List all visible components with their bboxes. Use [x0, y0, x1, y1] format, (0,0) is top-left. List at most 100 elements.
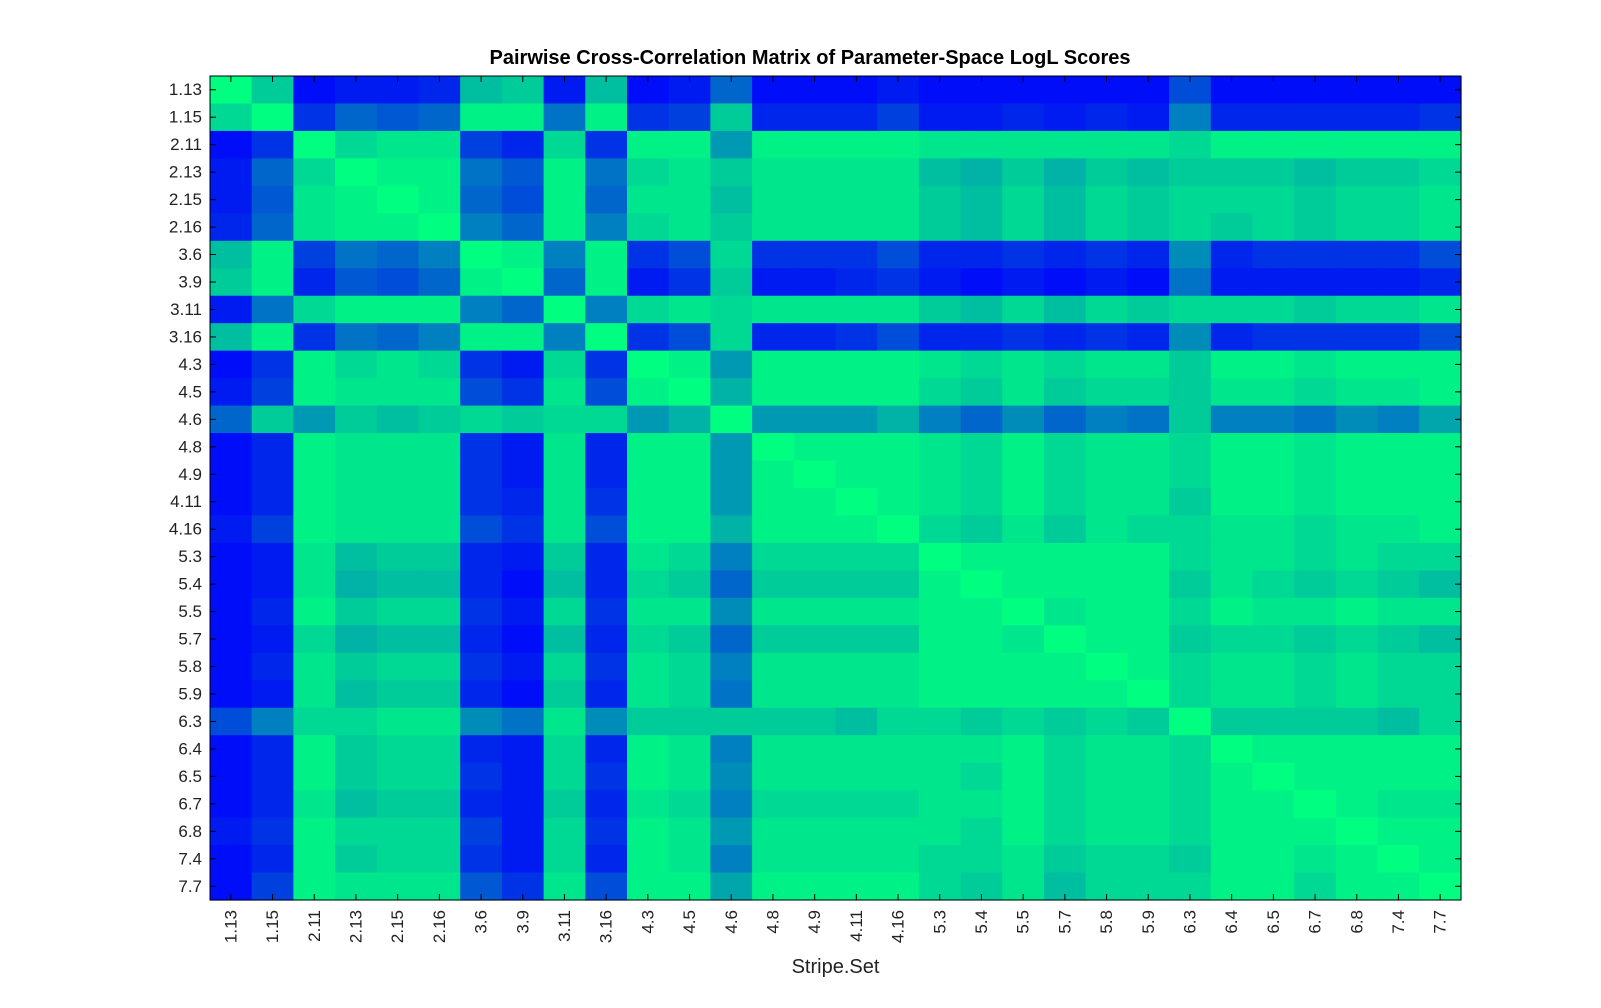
heatmap-cell: [1252, 625, 1295, 654]
heatmap-cell: [460, 185, 503, 214]
heatmap-cell: [877, 735, 920, 764]
heatmap-cell: [627, 103, 670, 132]
heatmap-cell: [251, 405, 294, 434]
heatmap-cell: [793, 378, 837, 407]
heatmap-cell: [1252, 762, 1295, 791]
heatmap-cell: [1127, 295, 1170, 324]
heatmap-cell: [1210, 845, 1254, 874]
heatmap-cell: [543, 295, 586, 324]
heatmap-cell: [251, 735, 294, 764]
heatmap-cell: [376, 680, 420, 709]
heatmap-cell: [501, 350, 545, 379]
heatmap-cell: [627, 845, 670, 874]
heatmap-cell: [1335, 460, 1379, 489]
heatmap-cell: [1127, 707, 1170, 736]
heatmap-cell: [710, 845, 753, 874]
heatmap-cell: [793, 515, 837, 544]
heatmap-cell: [335, 433, 378, 462]
heatmap-cell: [1127, 213, 1170, 242]
heatmap-cell: [1252, 185, 1295, 214]
heatmap-cell: [585, 625, 628, 654]
heatmap-cell: [418, 625, 461, 654]
heatmap-cell: [918, 130, 962, 159]
heatmap-cell: [1002, 130, 1045, 159]
heatmap-cell: [918, 323, 962, 352]
heatmap-cell: [1210, 378, 1254, 407]
heatmap-cell: [627, 597, 670, 626]
heatmap-cell: [918, 790, 962, 819]
heatmap-cell: [501, 103, 545, 132]
heatmap-cell: [752, 405, 795, 434]
heatmap-cell: [460, 515, 503, 544]
heatmap-cell: [1044, 488, 1087, 517]
heatmap-cell: [1252, 460, 1295, 489]
heatmap-cell: [210, 735, 253, 764]
heatmap-cell: [376, 515, 420, 544]
heatmap-cell: [376, 130, 420, 159]
heatmap-cell: [251, 790, 294, 819]
heatmap-cell: [918, 378, 962, 407]
heatmap-cell: [1210, 625, 1254, 654]
heatmap-cell: [1419, 268, 1462, 297]
heatmap-cell: [1169, 213, 1212, 242]
heatmap-cell: [960, 488, 1003, 517]
x-tick-label: 4.8: [763, 910, 782, 934]
heatmap-cell: [918, 240, 962, 269]
y-tick-label: 4.6: [178, 410, 202, 429]
heatmap-cell: [335, 488, 378, 517]
heatmap-cell: [1085, 625, 1128, 654]
y-tick-label: 5.9: [178, 685, 202, 704]
heatmap-cell: [752, 185, 795, 214]
heatmap-cell: [1002, 433, 1045, 462]
heatmap-cell: [918, 542, 962, 571]
heatmap-cell: [210, 762, 253, 791]
heatmap-cell: [293, 350, 336, 379]
heatmap-cell: [793, 652, 837, 681]
heatmap-cell: [418, 790, 461, 819]
heatmap-cell: [835, 488, 878, 517]
heatmap-cell: [1002, 680, 1045, 709]
heatmap-cell: [1335, 680, 1379, 709]
heatmap-cell: [960, 130, 1003, 159]
heatmap-cell: [668, 130, 711, 159]
heatmap-cell: [543, 350, 586, 379]
heatmap-cell: [1419, 762, 1462, 791]
heatmap-cell: [1044, 597, 1087, 626]
heatmap-cell: [668, 405, 711, 434]
heatmap-cell: [877, 652, 920, 681]
heatmap-cell: [418, 542, 461, 571]
heatmap-cell: [501, 295, 545, 324]
heatmap-cell: [960, 652, 1003, 681]
x-tick-label: 3.9: [513, 910, 532, 934]
heatmap-cell: [918, 515, 962, 544]
heatmap-cell: [1294, 130, 1337, 159]
heatmap-cell: [918, 762, 962, 791]
heatmap-cell: [1085, 185, 1128, 214]
heatmap-cell: [251, 542, 294, 571]
heatmap-cell: [585, 735, 628, 764]
heatmap-cell: [501, 680, 545, 709]
heatmap-cell: [293, 488, 336, 517]
heatmap-cell: [418, 515, 461, 544]
heatmap-cell: [1294, 652, 1337, 681]
heatmap-cell: [710, 515, 753, 544]
heatmap-cell: [1085, 460, 1128, 489]
heatmap-cell: [501, 625, 545, 654]
heatmap-cell: [1294, 268, 1337, 297]
heatmap-cell: [293, 240, 336, 269]
heatmap-cell: [335, 268, 378, 297]
heatmap-cell: [710, 433, 753, 462]
heatmap-cell: [1252, 790, 1295, 819]
heatmap-cell: [710, 240, 753, 269]
heatmap-cell: [1252, 515, 1295, 544]
heatmap-cell: [418, 735, 461, 764]
heatmap-cell: [1085, 405, 1128, 434]
heatmap-cell: [1377, 405, 1420, 434]
heatmap-cell: [585, 295, 628, 324]
heatmap-cell: [1044, 570, 1087, 599]
heatmap-cell: [1044, 323, 1087, 352]
y-tick-label: 3.9: [178, 273, 202, 292]
heatmap-cell: [1169, 625, 1212, 654]
heatmap-cell: [668, 817, 711, 846]
heatmap-cell: [543, 735, 586, 764]
